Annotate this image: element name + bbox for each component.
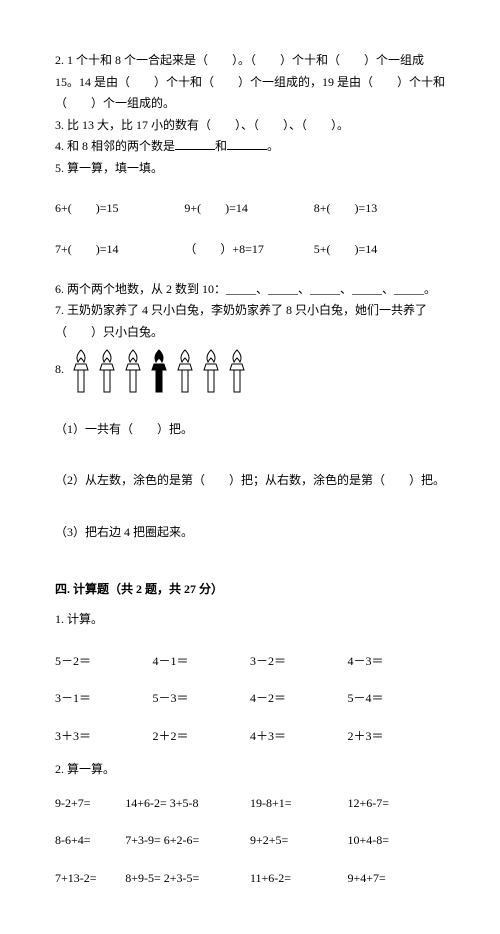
c2-r1c4: 12+6-7= — [347, 793, 445, 815]
q8-number: 8. — [55, 359, 64, 381]
calc1-row-2: 3－1＝ 5－3＝ 4－2＝ 5－4＝ — [55, 688, 445, 710]
c2-r3c2: 8+9-5= 2+3-5= — [125, 868, 250, 890]
calc2-row-2: 8-6+4= 7+3-9= 6+2-6= 9+2+5= 10+4-8= — [55, 830, 445, 852]
page: 2. 1 个十和 8 个一合起来是（ ）。（ ）个十和（ ）个一组成 15。14… — [0, 0, 500, 934]
q4-text-a: 4. 和 8 相邻的两个数是 — [55, 139, 175, 153]
c1-r3c1: 3＋3＝ — [55, 726, 153, 748]
c1-r1c1: 5－2＝ — [55, 651, 153, 673]
question-5: 5. 算一算，填一填。 — [55, 158, 445, 180]
eq-2-2: （ ）+8=17 — [184, 239, 293, 261]
c2-r1c3: 19-8+1= — [250, 793, 348, 815]
q4-blank-2 — [227, 139, 267, 151]
c1-r2c4: 5－4＝ — [348, 688, 446, 710]
c1-r2c2: 5－3＝ — [153, 688, 251, 710]
problem-2-title: 2. 算一算。 — [55, 759, 445, 781]
problem-1-title: 1. 计算。 — [55, 609, 445, 631]
torch-4-shaded-icon — [146, 348, 172, 393]
eq-2-3: 5+( )=14 — [314, 239, 445, 261]
q4-text-c: 。 — [267, 139, 279, 153]
question-3: 3. 比 13 大，比 17 小的数有（ ）、（ ）、（ ）。 — [55, 115, 445, 137]
equation-row-1: 6+( )=15 9+( )=14 8+( )=13 — [55, 198, 445, 220]
c2-r1c1: 9-2+7= — [55, 793, 125, 815]
c2-r3c1: 7+13-2= — [55, 868, 125, 890]
equation-row-2: 7+( )=14 （ ）+8=17 5+( )=14 — [55, 239, 445, 261]
q4-text-b: 和 — [215, 139, 227, 153]
eq-1-1: 6+( )=15 — [55, 198, 164, 220]
question-7: 7. 王奶奶家养了 4 只小白兔，李奶奶家养了 8 只小白兔，她们一共养了（ ）… — [55, 300, 445, 343]
q8-sub-3: （3）把右边 4 把圈起来。 — [55, 522, 445, 544]
c1-r2c1: 3－1＝ — [55, 688, 153, 710]
c2-r2c4: 10+4-8= — [347, 830, 445, 852]
calc1-row-3: 3＋3＝ 2＋2＝ 4＋3＝ 2＋3＝ — [55, 726, 445, 748]
q8-sub-2: （2）从左数，涂色的是第（ ）把；从右数，涂色的是第（ ）把。 — [55, 470, 445, 492]
eq-1-3: 8+( )=13 — [314, 198, 445, 220]
c2-r1c2: 14+6-2= 3+5-8 — [125, 793, 250, 815]
c1-r2c3: 4－2＝ — [250, 688, 348, 710]
c1-r1c2: 4－1＝ — [153, 651, 251, 673]
c1-r3c3: 4＋3＝ — [250, 726, 348, 748]
q4-blank-1 — [175, 139, 215, 151]
q8-sub-1: （1）一共有（ ）把。 — [55, 419, 445, 441]
eq-1-2: 9+( )=14 — [184, 198, 293, 220]
question-6: 6. 两个两个地数，从 2 数到 10：_____、_____、_____、__… — [55, 279, 445, 301]
torch-5-icon — [172, 348, 198, 393]
question-4: 4. 和 8 相邻的两个数是 和 。 — [55, 136, 445, 158]
c2-r2c2: 7+3-9= 6+2-6= — [125, 830, 250, 852]
c2-r3c4: 9+4+7= — [347, 868, 445, 890]
torch-7-icon — [224, 348, 250, 393]
c1-r3c4: 2＋3＝ — [348, 726, 446, 748]
torch-6-icon — [198, 348, 224, 393]
c2-r3c3: 11+6-2= — [250, 868, 348, 890]
c2-r2c1: 8-6+4= — [55, 830, 125, 852]
torch-2-icon — [94, 348, 120, 393]
question-2: 2. 1 个十和 8 个一合起来是（ ）。（ ）个十和（ ）个一组成 15。14… — [55, 50, 445, 115]
eq-2-1: 7+( )=14 — [55, 239, 164, 261]
torch-1-icon — [68, 348, 94, 393]
c2-r2c3: 9+2+5= — [250, 830, 348, 852]
question-8-torches: 8. — [55, 348, 445, 393]
calc2-row-3: 7+13-2= 8+9-5= 2+3-5= 11+6-2= 9+4+7= — [55, 868, 445, 890]
torch-3-icon — [120, 348, 146, 393]
c1-r1c4: 4－3＝ — [348, 651, 446, 673]
section-4-title: 四. 计算题（共 2 题，共 27 分） — [55, 579, 445, 601]
c1-r1c3: 3－2＝ — [250, 651, 348, 673]
calc2-row-1: 9-2+7= 14+6-2= 3+5-8 19-8+1= 12+6-7= — [55, 793, 445, 815]
c1-r3c2: 2＋2＝ — [153, 726, 251, 748]
calc1-row-1: 5－2＝ 4－1＝ 3－2＝ 4－3＝ — [55, 651, 445, 673]
